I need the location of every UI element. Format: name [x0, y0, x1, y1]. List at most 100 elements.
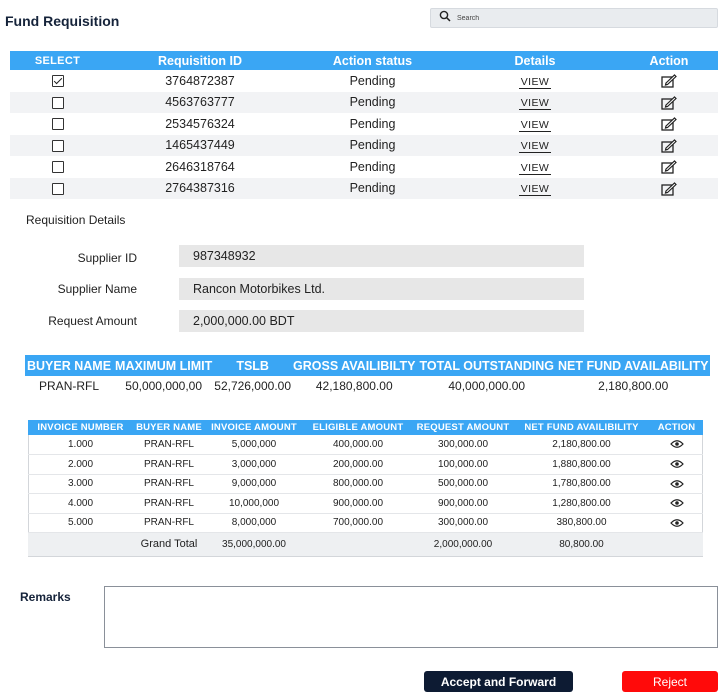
- request-amount: 900,000.00: [413, 493, 513, 514]
- view-link[interactable]: VIEW: [518, 97, 552, 111]
- grand-total-invoice-amount: 35,000,000.00: [205, 532, 303, 556]
- request-amount: 100,000.00: [413, 454, 513, 475]
- buyer-name: PRAN-RFL: [39, 378, 100, 393]
- eye-icon[interactable]: [669, 478, 684, 489]
- request-amount: 500,000.00: [413, 474, 513, 494]
- search-box[interactable]: [430, 8, 718, 28]
- buyer-name: PRAN-RFL: [133, 435, 205, 455]
- net-fund-availability: 380,800.00: [513, 513, 650, 533]
- net-fund-availability: 1,880,800.00: [513, 454, 650, 475]
- table-row: 5.000 PRAN-RFL 8,000,000 700,000.00 300,…: [28, 513, 703, 533]
- request-amount: 300,000.00: [413, 435, 513, 455]
- edit-icon[interactable]: [661, 181, 677, 196]
- page-title: Fund Requisition: [5, 13, 120, 29]
- column-header-gross-availability: GROSS AVAILIBILTY: [291, 355, 418, 376]
- table-row: 2764387316 Pending VIEW: [10, 177, 718, 199]
- buyer-name: PRAN-RFL: [133, 454, 205, 475]
- view-link[interactable]: VIEW: [518, 161, 552, 175]
- requisition-table: SELECT Requisition ID Action status Deta…: [10, 51, 718, 199]
- requisition-id: 1465437449: [105, 134, 295, 156]
- remarks-textarea[interactable]: [104, 586, 718, 648]
- column-header-invoice-amount: INVOICE AMOUNT: [205, 420, 303, 435]
- eye-icon[interactable]: [669, 517, 684, 528]
- buyer-name: PRAN-RFL: [133, 513, 205, 533]
- edit-icon[interactable]: [661, 159, 677, 174]
- action-status: Pending: [349, 73, 396, 88]
- grand-total-net-fund: 80,800.00: [513, 532, 650, 556]
- requisition-id: 3764872387: [165, 73, 235, 88]
- invoice-amount: 3,000,000: [205, 454, 303, 475]
- action-status: Pending: [349, 159, 396, 174]
- buyer-name: PRAN-RFL: [133, 474, 205, 494]
- remarks-label: Remarks: [20, 590, 71, 604]
- buyer-name: PRAN-RFL: [133, 493, 205, 514]
- column-header-buyer-name: BUYER NAME: [25, 355, 114, 376]
- edit-icon[interactable]: [661, 95, 677, 110]
- invoice-number: 2.000: [28, 454, 133, 475]
- select-checkbox[interactable]: [51, 161, 64, 174]
- invoice-amount: 8,000,000: [205, 513, 303, 533]
- column-header-net-fund-availability: NET FUND AVAILIBILITY: [513, 420, 650, 435]
- table-row: 2534576324 Pending VIEW: [10, 113, 718, 135]
- view-link[interactable]: VIEW: [518, 118, 552, 132]
- column-header-select: SELECT: [10, 51, 105, 70]
- table-row: 2646318764 Pending VIEW: [10, 156, 718, 178]
- invoice-table: INVOICE NUMBER BUYER NAME INVOICE AMOUNT…: [28, 420, 703, 556]
- gross-availability: 42,180,800.00: [315, 378, 393, 393]
- column-header-action-status: Action status: [295, 51, 450, 70]
- view-link[interactable]: VIEW: [518, 140, 552, 154]
- edit-icon[interactable]: [661, 138, 677, 153]
- action-status: Pending: [349, 116, 396, 131]
- net-fund-availability: 1,780,800.00: [513, 474, 650, 494]
- requisition-id: 4563763777: [105, 91, 295, 113]
- net-fund-availability: 1,280,800.00: [513, 493, 650, 514]
- invoice-panel: INVOICE NUMBER BUYER NAME INVOICE AMOUNT…: [28, 420, 703, 557]
- eligible-amount: 700,000.00: [303, 513, 413, 533]
- edit-icon[interactable]: [661, 73, 677, 88]
- invoice-amount: 10,000,000: [205, 493, 303, 514]
- eligible-amount: 900,000.00: [303, 493, 413, 514]
- view-link[interactable]: VIEW: [518, 75, 552, 89]
- invoice-number: 5.000: [28, 513, 133, 533]
- table-row: 3.000 PRAN-RFL 9,000,000 800,000.00 500,…: [28, 474, 703, 494]
- invoice-number: 4.000: [28, 493, 133, 514]
- supplier-id-label: Supplier ID: [77, 251, 137, 265]
- invoice-amount: 5,000,000: [205, 435, 303, 455]
- eligible-amount: 200,000.00: [303, 454, 413, 475]
- grand-total-label: Grand Total: [133, 532, 205, 556]
- eligible-amount: 400,000.00: [303, 435, 413, 455]
- reject-button[interactable]: Reject: [622, 671, 718, 692]
- column-header-action: Action: [620, 51, 718, 70]
- eye-icon[interactable]: [669, 439, 684, 450]
- column-header-action: ACTION: [650, 420, 703, 435]
- supplier-name-label: Supplier Name: [57, 282, 137, 296]
- total-outstanding: 40,000,000.00: [448, 378, 526, 393]
- select-checkbox[interactable]: [51, 118, 64, 131]
- invoice-number: 1.000: [28, 435, 133, 455]
- accept-and-forward-button[interactable]: Accept and Forward: [424, 671, 573, 692]
- view-link[interactable]: VIEW: [518, 183, 552, 197]
- select-checkbox[interactable]: [51, 75, 64, 88]
- column-header-requisition-id: Requisition ID: [105, 51, 295, 70]
- eye-icon[interactable]: [669, 459, 684, 470]
- column-header-tslb: TSLB: [214, 355, 292, 376]
- column-header-eligible-amount: ELIGIBLE AMOUNT: [303, 420, 413, 435]
- search-input[interactable]: [457, 14, 707, 22]
- request-amount: 300,000.00: [413, 513, 513, 533]
- select-checkbox[interactable]: [51, 182, 64, 195]
- eye-icon[interactable]: [669, 498, 684, 509]
- action-status: Pending: [295, 91, 450, 113]
- edit-icon[interactable]: [661, 116, 677, 131]
- column-header-total-outstanding: TOTAL OUTSTANDING: [417, 355, 556, 376]
- action-status: Pending: [295, 134, 450, 156]
- select-checkbox[interactable]: [51, 96, 64, 109]
- column-header-maximum-limit: MAXIMUM LIMIT: [113, 355, 215, 376]
- column-header-buyer-name: BUYER NAME: [133, 420, 205, 435]
- grand-total-request-amount: 2,000,000.00: [413, 532, 513, 556]
- invoice-amount: 9,000,000: [205, 474, 303, 494]
- maximum-limit: 50,000,000,00: [125, 378, 203, 393]
- column-header-invoice-number: INVOICE NUMBER: [28, 420, 133, 435]
- table-row: PRAN-RFL 50,000,000,00 52,726,000.00 42,…: [25, 376, 710, 395]
- eligible-amount: 800,000.00: [303, 474, 413, 494]
- select-checkbox[interactable]: [51, 139, 64, 152]
